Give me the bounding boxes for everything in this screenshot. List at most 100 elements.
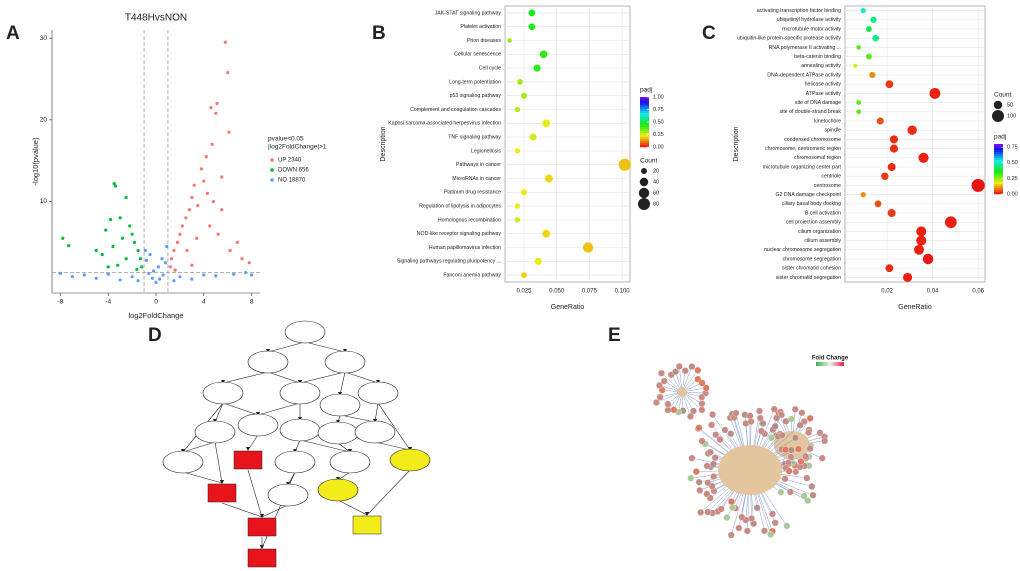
colorbar-segment	[994, 190, 1003, 193]
y-tick-label: microtubule motor activity	[782, 26, 841, 32]
gene-node	[703, 490, 711, 498]
gene-node	[660, 377, 668, 385]
y-tick-label: DNA-dependent ATPase activity	[767, 72, 841, 78]
point	[100, 253, 104, 257]
gene-node	[729, 504, 737, 512]
y-tick-label: Regulation of lipolysis in adipocytes	[419, 203, 501, 209]
colorbar-segment	[994, 150, 1003, 153]
chart-title: T448HvsNON	[125, 13, 187, 24]
edge	[374, 441, 411, 451]
edge	[339, 371, 346, 396]
y-tick-label: Long-term potentiation	[449, 79, 501, 85]
gene-node	[694, 366, 702, 374]
gene-node	[702, 384, 710, 392]
point	[185, 248, 189, 253]
node	[317, 478, 359, 502]
node	[162, 450, 204, 474]
gene-node	[794, 445, 802, 453]
node	[279, 381, 321, 405]
dot	[916, 235, 927, 246]
y-tick-label: JAK-STAT signaling pathway	[435, 10, 502, 16]
point	[168, 265, 172, 269]
y-tick-label: Prion diseases	[467, 38, 501, 44]
x-tick-label: -4	[105, 299, 111, 306]
point	[178, 232, 182, 236]
colorbar-segment	[640, 135, 649, 138]
dot	[514, 203, 521, 209]
gene-node	[748, 515, 756, 522]
gene-node	[738, 513, 746, 521]
point	[184, 216, 188, 220]
dot	[889, 144, 899, 153]
dot	[533, 64, 541, 72]
y-axis-label: -log10(pvalue)	[31, 137, 40, 185]
dot	[870, 16, 877, 23]
y-tick-label: cilium organization	[798, 229, 841, 235]
gene-node	[710, 473, 718, 480]
x-tick-label: 0.06	[972, 289, 984, 295]
gene-node	[783, 522, 791, 530]
plot-panel	[504, 5, 631, 283]
gene-node	[706, 448, 714, 456]
point	[220, 208, 224, 212]
dot	[542, 119, 551, 128]
point	[196, 204, 200, 208]
legend-marker	[270, 168, 274, 172]
gene-node	[703, 462, 711, 470]
legend-title: padj	[994, 134, 1006, 141]
x-tick-label: 0.04	[927, 289, 939, 295]
gene-node	[664, 400, 672, 408]
x-tick-label: 0.100	[615, 289, 631, 295]
gene-node	[797, 457, 805, 465]
node	[352, 515, 382, 535]
point	[138, 257, 143, 261]
gene-node	[735, 524, 743, 532]
gene-node	[778, 431, 786, 439]
edge	[257, 402, 301, 416]
point	[250, 273, 254, 277]
colorbar-segment	[994, 168, 1003, 171]
edge	[182, 441, 216, 453]
colorbar-segment	[640, 121, 649, 124]
point	[94, 276, 98, 280]
gene-node	[658, 369, 665, 377]
point	[178, 275, 182, 279]
colorbar-segment	[994, 170, 1003, 173]
colorbar-segment	[640, 143, 649, 146]
y-tick-label: ubiquitin-like protein-specific protease…	[737, 36, 841, 42]
colorbar-label: 0.00	[1007, 191, 1018, 197]
y-tick-label: Signaling pathways regulating pluripoten…	[397, 259, 501, 265]
colorbar-label: 0.00	[653, 144, 664, 150]
arrowhead	[365, 512, 369, 516]
gene-node	[787, 446, 795, 454]
colorbar-segment	[994, 192, 1003, 195]
x-tick-label: 0	[154, 299, 158, 306]
node	[207, 483, 237, 503]
point	[160, 257, 164, 261]
point	[136, 279, 140, 283]
y-tick-label: beta-catenin binding	[794, 54, 841, 60]
y-tick-label: 30	[40, 35, 48, 42]
x-tick-label: 0.02	[881, 289, 893, 295]
point	[235, 240, 239, 244]
dot	[542, 229, 551, 238]
colorbar-segment	[994, 144, 1003, 147]
point	[67, 244, 71, 248]
gene-node	[681, 367, 689, 375]
point	[228, 248, 232, 253]
gene-node	[777, 488, 785, 496]
y-tick-label: Legionellosis	[471, 148, 501, 154]
gene-node	[698, 406, 706, 414]
x-tick-label: 0.025	[516, 289, 532, 295]
point	[152, 269, 156, 273]
gene-node	[743, 527, 751, 535]
gene-node	[818, 454, 826, 462]
size-legend-dot	[638, 187, 650, 199]
edge	[337, 471, 351, 481]
edge	[339, 414, 376, 423]
point	[140, 265, 144, 269]
dot	[520, 189, 527, 196]
gene-node	[656, 393, 664, 401]
x-tick-label: 0.075	[582, 289, 598, 295]
gene-node	[695, 424, 703, 432]
